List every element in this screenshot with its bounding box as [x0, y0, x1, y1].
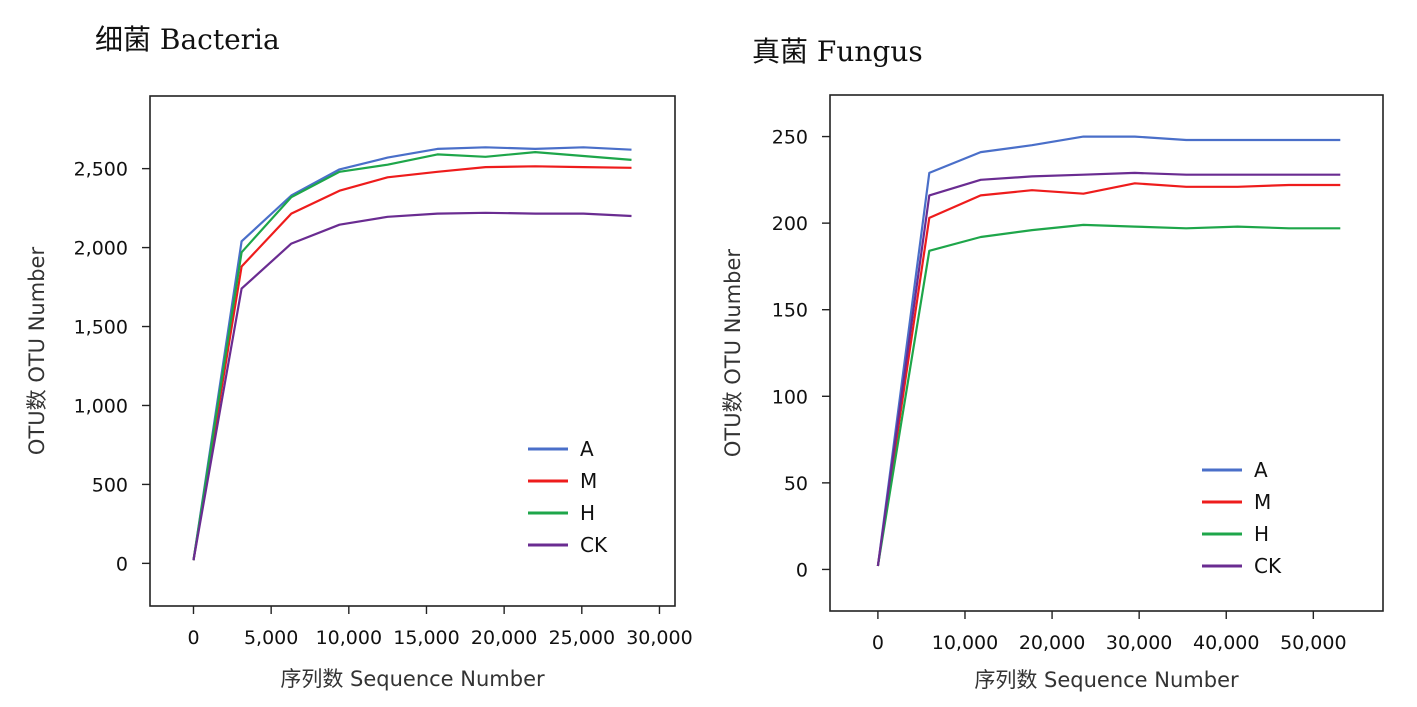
bacteria-legend-label-m: M [580, 469, 597, 493]
bacteria-series-h-line [192, 151, 632, 561]
fungus-x-tick-label: 50,000 [1280, 632, 1346, 654]
bacteria-x-tick-label: 10,000 [316, 627, 382, 649]
fungus-chart: 0 50 100 150 200 250 0 10,000 20,000 30,000 40,000… [721, 94, 1384, 692]
fungus-series-ck-line [876, 171, 1341, 567]
bacteria-x-axis-label: 序列数 Sequence Number [280, 667, 545, 691]
fungus-chart-title: 真菌 Fungus [752, 35, 923, 68]
fungus-y-tick-label: 150 [772, 300, 808, 322]
fungus-x-tick-label: 10,000 [932, 632, 998, 654]
bacteria-x-tick-label: 5,000 [244, 627, 298, 649]
bacteria-y-tick-label: 1,000 [74, 395, 128, 417]
fungus-y-axis-label: OTU数 OTU Number [721, 249, 745, 458]
bacteria-x-tick-label: 30,000 [626, 627, 692, 649]
bacteria-y-tick-label: 500 [92, 474, 128, 496]
fungus-legend: AMH CK [1202, 458, 1282, 578]
fungus-series-a-line [876, 135, 1341, 567]
fungus-x-tick-label: 20,000 [1019, 632, 1085, 654]
bacteria-series-m-line [192, 165, 632, 561]
fungus-x-tick-label: 30,000 [1106, 632, 1172, 654]
fungus-y-tick-label: 0 [796, 559, 808, 581]
bacteria-x-tick-label: 25,000 [549, 627, 615, 649]
bacteria-y-tick-label: 2,500 [74, 159, 128, 181]
bacteria-legend-label-ck: CK [580, 533, 608, 557]
bacteria-plot-frame [149, 95, 676, 607]
bacteria-chart: 0 500 1,000 1,500 2,000 2,500 0 5,000 10,000 15,0… [25, 95, 693, 691]
bacteria-y-tick-label: 2,000 [74, 238, 128, 260]
fungus-x-tick-label: 0 [872, 632, 884, 654]
fungus-y-tick-label: 250 [772, 127, 808, 149]
fungus-series-h-line [876, 223, 1341, 567]
bacteria-chart-title: 细菌 Bacteria [95, 23, 280, 56]
fungus-plot-frame [829, 94, 1384, 612]
fungus-legend-label-m: M [1254, 490, 1271, 514]
bacteria-legend-label-a: A [580, 437, 594, 461]
fungus-y-tick-label: 50 [784, 473, 808, 495]
fungus-series-m-line [876, 182, 1341, 567]
bacteria-x-tick-label: 15,000 [393, 627, 459, 649]
fungus-y-tick-label: 200 [772, 213, 808, 235]
fungus-x-tick-label: 40,000 [1193, 632, 1259, 654]
fungus-y-tick-label: 100 [772, 386, 808, 408]
fungus-legend-label-a: A [1254, 458, 1268, 482]
bacteria-y-tick-label: 0 [116, 553, 128, 575]
bacteria-y-tick-label: 1,500 [74, 317, 128, 339]
bacteria-x-tick-label: 20,000 [471, 627, 537, 649]
bacteria-x-tick-label: 0 [187, 627, 199, 649]
bacteria-series-a-line [192, 146, 632, 561]
bacteria-series-ck-line [192, 211, 632, 561]
fungus-legend-label-ck: CK [1254, 554, 1282, 578]
bacteria-legend: AMH CK [528, 437, 608, 557]
bacteria-y-axis-label: OTU数 OTU Number [25, 247, 49, 456]
fungus-legend-label-h: H [1254, 522, 1269, 546]
fungus-x-axis-label: 序列数 Sequence Number [974, 668, 1239, 692]
bacteria-legend-label-h: H [580, 501, 595, 525]
